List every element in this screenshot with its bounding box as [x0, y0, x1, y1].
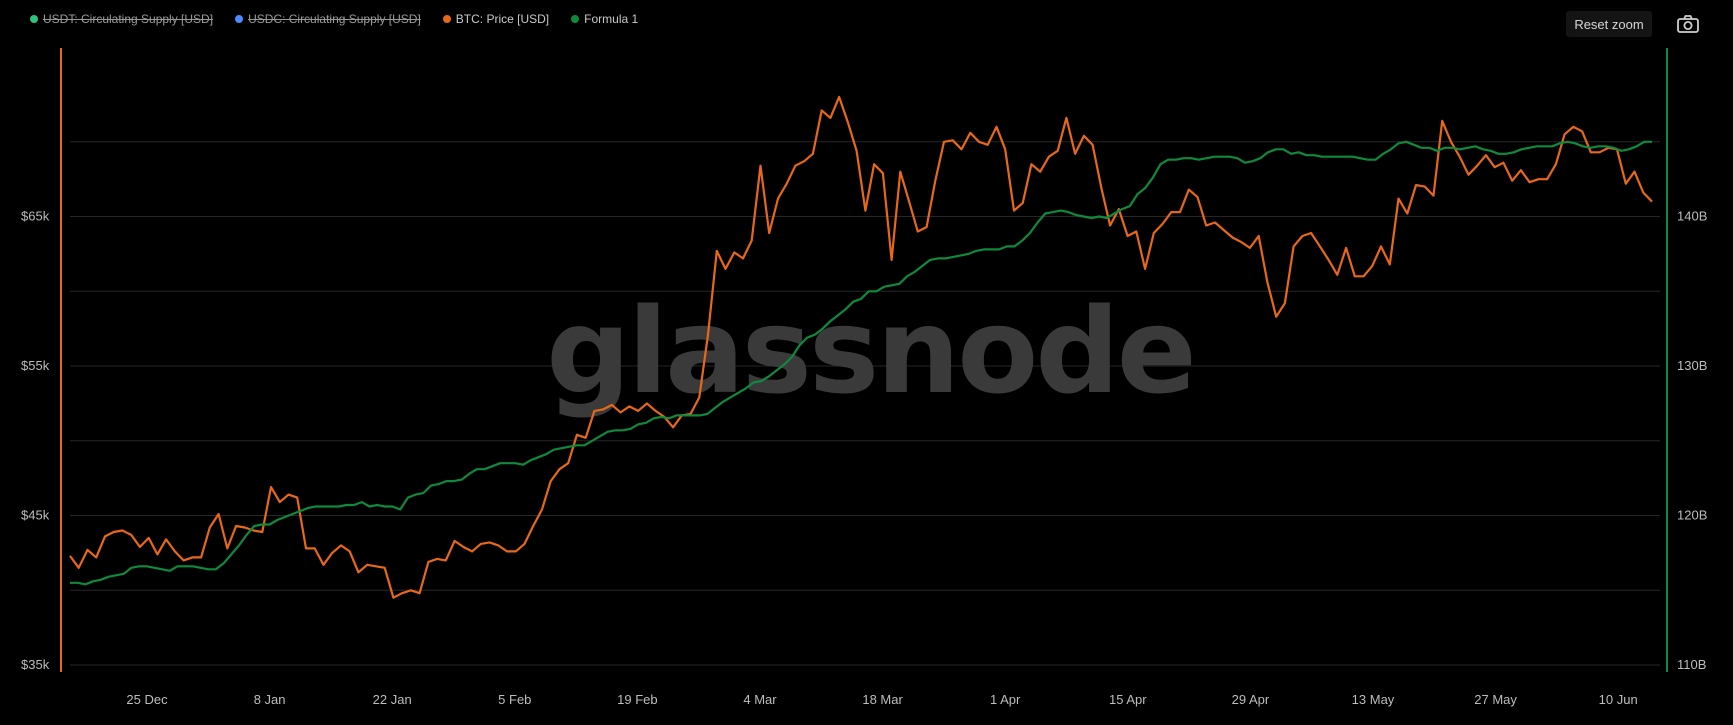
x-tick-label: 8 Jan	[254, 692, 286, 707]
legend-label-btc-price: BTC: Price [USD]	[455, 12, 550, 26]
x-tick-label: 4 Mar	[743, 692, 777, 707]
x-tick-label: 18 Mar	[862, 692, 903, 707]
series-group	[69, 95, 1653, 599]
right-tick-label: 110B	[1677, 657, 1706, 672]
legend-label-usdc: USDC: Circulating Supply [USD]	[248, 12, 421, 26]
right-tick-label: 120B	[1677, 508, 1707, 523]
x-tick-label: 1 Apr	[990, 692, 1021, 707]
watermark: glassnode	[546, 282, 1194, 420]
legend-dot-usdt	[30, 15, 38, 23]
x-tick-label: 19 Feb	[617, 692, 657, 707]
legend-dot-usdc	[235, 15, 244, 23]
legend-dot-btc-price	[442, 15, 451, 23]
left-tick-label: $45k	[21, 508, 50, 523]
x-tick-label: 29 Apr	[1232, 692, 1270, 707]
x-tick-label: 25 Dec	[126, 692, 168, 707]
btc-price-series-line	[69, 95, 1653, 599]
right-tick-label: 140B	[1677, 209, 1707, 224]
x-axis-ticks: 25 Dec 8 Jan 22 Jan 5 Feb 19 Feb 4 Mar 18 Mar 1…	[126, 692, 1637, 707]
x-tick-label: 15 Apr	[1109, 692, 1147, 707]
formula-1-series-line	[70, 140, 1652, 586]
legend-item-formula-1[interactable]: Formula 1	[571, 12, 638, 26]
x-tick-label: 27 May	[1474, 692, 1517, 707]
camera-icon[interactable]	[1676, 13, 1700, 35]
legend: USDT: Circulating Supply [USD] USDC: Cir…	[30, 12, 638, 26]
x-tick-label: 5 Feb	[498, 692, 531, 707]
left-axis-ticks: $35k $45k $55k $65k	[21, 209, 50, 672]
x-tick-label: 22 Jan	[373, 692, 412, 707]
reset-zoom-button[interactable]: Reset zoom	[1566, 11, 1652, 37]
x-tick-label: 13 May	[1352, 692, 1395, 707]
right-axis-ticks: 110B 120B 130B 140B	[1677, 209, 1707, 672]
left-tick-label: $55k	[21, 358, 50, 373]
legend-item-usdt[interactable]: USDT: Circulating Supply [USD]	[30, 12, 213, 26]
left-tick-label: $65k	[21, 209, 50, 224]
legend-label-formula-1: Formula 1	[584, 12, 639, 26]
right-tick-label: 130B	[1677, 358, 1707, 373]
x-tick-label: 10 Jun	[1599, 692, 1638, 707]
legend-label-usdt: USDT: Circulating Supply [USD]	[43, 12, 214, 26]
legend-item-usdc[interactable]: USDC: Circulating Supply [USD]	[235, 12, 421, 26]
left-tick-label: $35k	[21, 657, 50, 672]
legend-dot-formula-1	[571, 15, 580, 23]
grid-lines	[70, 141, 1660, 666]
legend-item-btc-price[interactable]: BTC: Price [USD]	[442, 12, 550, 26]
